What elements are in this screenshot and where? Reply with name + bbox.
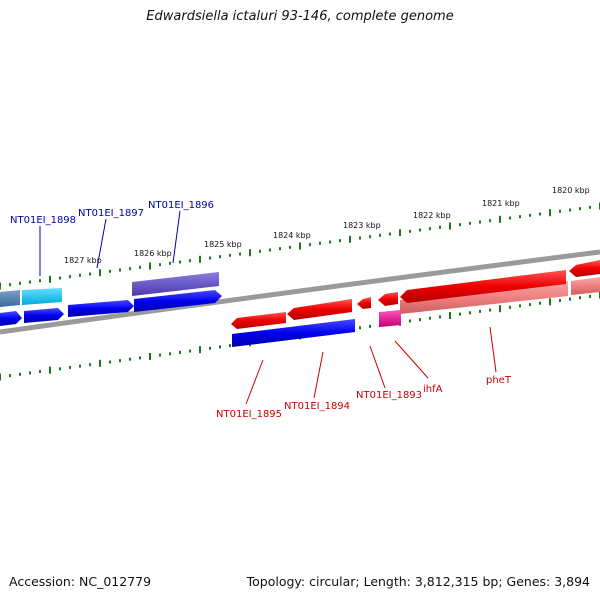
gene-phet-forward[interactable] <box>400 281 568 314</box>
page-title: Edwardsiella ictaluri 93-146, complete g… <box>146 9 454 24</box>
leader-phet <box>489 326 497 373</box>
outer-scale-ruler <box>0 202 600 290</box>
gene-nt01ei-1895[interactable] <box>232 319 355 347</box>
label-leaders <box>39 210 497 405</box>
label-nt01ei-1893: NT01EI_1893 <box>356 390 422 401</box>
gene-red-right[interactable] <box>569 260 600 277</box>
gene-blue-2[interactable] <box>24 308 64 323</box>
topology-text: Topology: circular; Length: 3,812,315 bp… <box>246 574 590 589</box>
gene-ihfa[interactable] <box>378 292 398 306</box>
kbp-label-1821: 1821 kbp <box>482 199 520 208</box>
leader-1893 <box>369 345 386 389</box>
leader-1897 <box>96 218 107 269</box>
leader-1894 <box>313 351 324 399</box>
leader-1895 <box>245 359 264 405</box>
gene-slate[interactable] <box>0 290 20 307</box>
kbp-label-1822: 1822 kbp <box>413 211 451 220</box>
kbp-label-1823: 1823 kbp <box>343 221 381 230</box>
gene-blue-4[interactable] <box>134 290 222 312</box>
kbp-label-1824: 1824 kbp <box>273 231 311 240</box>
blue-arrows <box>0 290 355 347</box>
accession-text: Accession: NC_012779 <box>9 574 152 589</box>
kbp-label-1820: 1820 kbp <box>552 186 590 195</box>
red-arrows <box>231 260 600 329</box>
gene-phet[interactable] <box>400 270 566 303</box>
kbp-label-1825: 1825 kbp <box>204 240 242 249</box>
kbp-label-1826: 1826 kbp <box>134 249 172 258</box>
genome-backbone <box>0 249 600 335</box>
label-nt01ei-1895: NT01EI_1895 <box>216 409 282 420</box>
label-nt01ei-1894: NT01EI_1894 <box>284 401 350 412</box>
forward-strand-genes <box>0 272 600 327</box>
gene-ihfa-forward[interactable] <box>379 310 401 327</box>
gene-nt01ei-1894-b[interactable] <box>287 299 352 320</box>
gene-nt01ei-1894-a[interactable] <box>231 312 286 329</box>
gene-nt01ei-1896[interactable] <box>132 272 219 296</box>
label-nt01ei-1896: NT01EI_1896 <box>148 200 214 211</box>
gene-phet-forward-2[interactable] <box>571 277 600 295</box>
gene-labels: NT01EI_1898 NT01EI_1897 NT01EI_1896 NT01… <box>10 200 512 420</box>
gene-blue-1[interactable] <box>0 311 22 326</box>
label-phet: pheT <box>486 375 512 386</box>
kbp-label-1827: 1827 kbp <box>64 256 102 265</box>
gene-nt01ei-1893[interactable] <box>357 297 371 309</box>
label-nt01ei-1898: NT01EI_1898 <box>10 215 76 226</box>
label-nt01ei-1897: NT01EI_1897 <box>78 208 144 219</box>
leader-1896 <box>172 210 181 264</box>
label-ihfa: ihfA <box>423 384 443 395</box>
gene-nt01ei-1897[interactable] <box>68 300 134 317</box>
gene-nt01ei-1898[interactable] <box>22 288 62 305</box>
kbp-labels: 1827 kbp 1826 kbp 1825 kbp 1824 kbp 1823… <box>64 186 590 265</box>
leader-ihfa <box>394 340 429 379</box>
